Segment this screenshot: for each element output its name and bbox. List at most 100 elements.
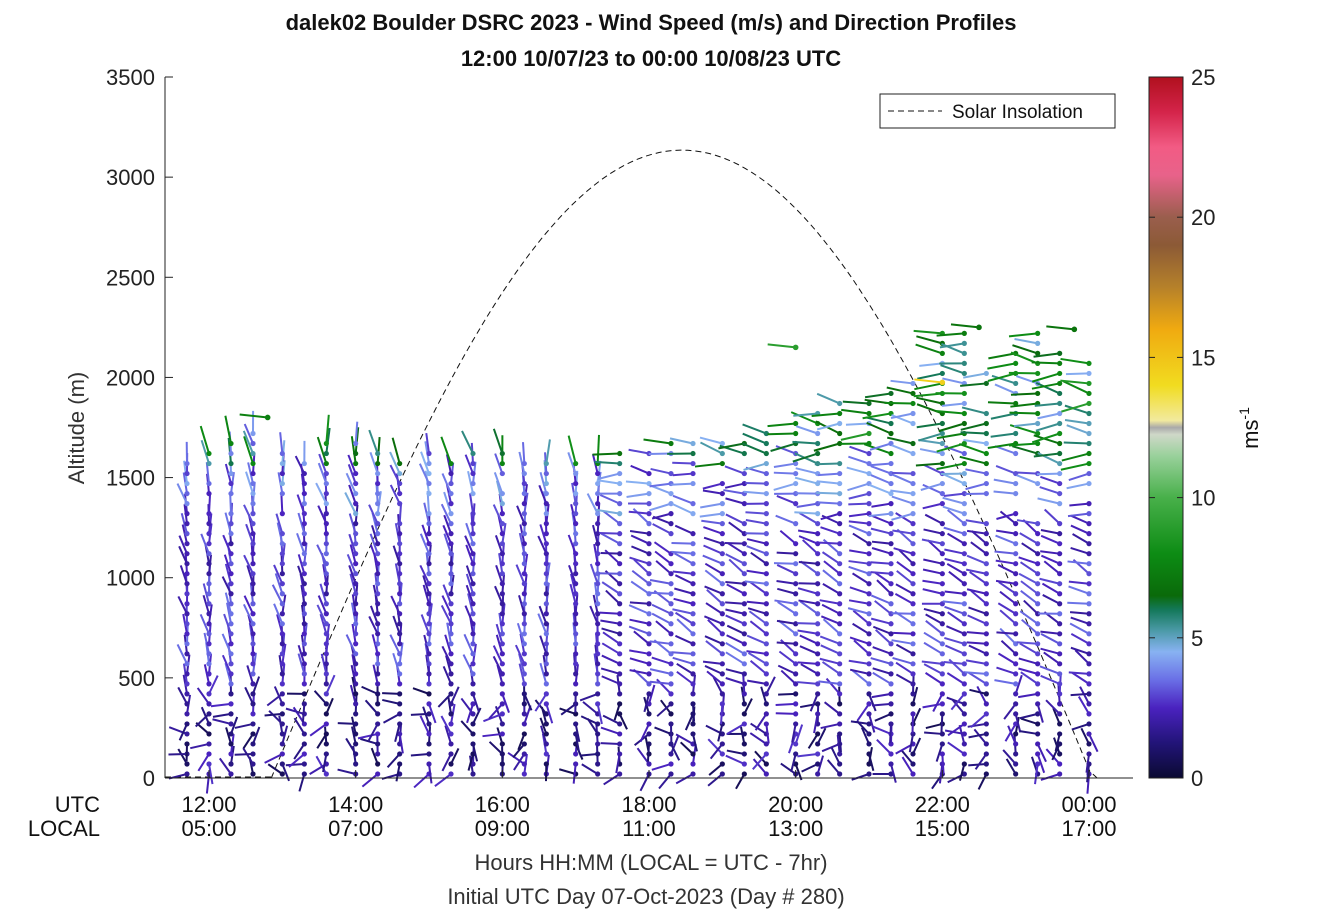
wind-barb-dot <box>741 551 747 557</box>
wind-barb-dot <box>617 511 623 517</box>
wind-barb <box>630 534 650 545</box>
wind-barb <box>1064 404 1090 415</box>
wind-barb <box>823 560 841 575</box>
wind-barb-dot <box>470 641 476 647</box>
wind-barb <box>501 693 510 713</box>
legend: Solar Insolation <box>879 93 1116 129</box>
wind-barb-dot <box>741 561 747 567</box>
wind-barb-dot <box>573 551 579 557</box>
wind-barb-dot <box>837 641 843 647</box>
wind-barb-dot <box>983 460 989 467</box>
wind-barb-dot <box>448 521 454 527</box>
wind-barb <box>285 762 305 767</box>
wind-barb-dot <box>499 661 505 667</box>
wind-barb-dot <box>939 551 945 557</box>
wind-barb <box>1019 532 1039 545</box>
wind-barb-dot <box>1013 651 1019 657</box>
wind-barb <box>676 662 694 675</box>
wind-barb-dot <box>250 571 256 577</box>
wind-barb <box>747 652 767 665</box>
wind-barb <box>222 534 232 555</box>
wind-barb-dot <box>837 521 843 527</box>
wind-barb-dot <box>573 601 579 607</box>
wind-barb-dot <box>470 581 476 587</box>
wind-barb <box>966 588 987 595</box>
wind-barb <box>760 686 768 705</box>
wind-barb <box>853 639 870 655</box>
wind-barb <box>428 763 433 784</box>
wind-barb <box>892 656 914 665</box>
wind-barb <box>1019 730 1038 735</box>
wind-barb <box>274 573 284 595</box>
wind-barb-dot <box>206 611 212 617</box>
wind-barb <box>492 504 504 525</box>
wind-barb <box>389 464 401 485</box>
wind-barb <box>816 727 827 745</box>
wind-barb-dot <box>719 501 725 507</box>
wind-barb <box>613 703 621 721</box>
wind-barb-dot <box>668 531 674 537</box>
wind-barb-dot <box>719 641 725 647</box>
wind-barb <box>419 533 430 555</box>
wind-barb <box>309 723 327 737</box>
wind-barb <box>999 510 1017 525</box>
wind-barb <box>692 733 698 752</box>
wind-barb-dot <box>184 591 190 597</box>
wind-barb-dot <box>866 641 872 647</box>
wind-barb-dot <box>521 771 527 777</box>
wind-barb-dot <box>910 440 916 447</box>
wind-barb-dot <box>448 601 454 607</box>
wind-barb-dot <box>250 511 256 517</box>
wind-barb-dot <box>763 621 769 627</box>
wind-barb-dot <box>543 681 549 687</box>
wind-barb <box>871 540 892 545</box>
wind-barb-dot <box>397 521 403 527</box>
wind-barb-dot <box>353 681 359 687</box>
wind-barb <box>816 392 841 405</box>
wind-barb-dot <box>961 641 967 647</box>
wind-barb-dot <box>793 691 799 697</box>
wind-barb <box>849 445 870 455</box>
wind-barb <box>852 532 870 545</box>
wind-barb <box>794 511 818 515</box>
wind-barb-dot <box>617 721 623 727</box>
wind-barb-dot <box>668 561 674 567</box>
wind-barb-dot <box>741 591 747 597</box>
wind-barb-dot <box>301 521 307 527</box>
wind-barb <box>600 532 621 545</box>
wind-barb-dot <box>301 470 307 477</box>
wind-barb-dot <box>793 591 799 597</box>
wind-barb-dot <box>543 751 549 757</box>
wind-barb-dot <box>301 641 307 647</box>
wind-barb <box>674 574 694 585</box>
wind-barb-dot <box>250 761 256 767</box>
wind-barb-dot <box>910 761 916 767</box>
wind-barb-dot <box>793 501 799 507</box>
wind-barb-dot <box>397 681 403 687</box>
wind-barb-dot <box>206 761 212 767</box>
wind-barb-dot <box>470 651 476 657</box>
wind-barb-dot <box>1035 601 1041 607</box>
wind-barb-dot <box>521 621 527 627</box>
wind-barb-dot <box>1013 751 1019 757</box>
wind-barb <box>1009 411 1038 415</box>
wind-barb <box>946 672 965 685</box>
wind-barb-dot <box>939 671 945 677</box>
wind-barb <box>849 636 870 645</box>
wind-barb-dot <box>617 460 623 467</box>
wind-barb <box>870 617 892 625</box>
wind-barb-dot <box>668 511 674 517</box>
wind-barb-dot <box>910 501 916 507</box>
wind-barb <box>921 538 943 545</box>
wind-barb <box>507 751 525 765</box>
wind-barb-dot <box>353 601 359 607</box>
wind-barb <box>492 655 504 675</box>
wind-barb <box>702 554 723 565</box>
wind-barb <box>775 702 796 707</box>
wind-barb-dot <box>983 721 989 727</box>
wind-barb <box>1040 674 1061 685</box>
wind-barb-dot <box>206 561 212 567</box>
wind-barb <box>852 609 870 625</box>
wind-barb-dot <box>184 571 190 577</box>
wind-barb-dot <box>301 480 307 487</box>
